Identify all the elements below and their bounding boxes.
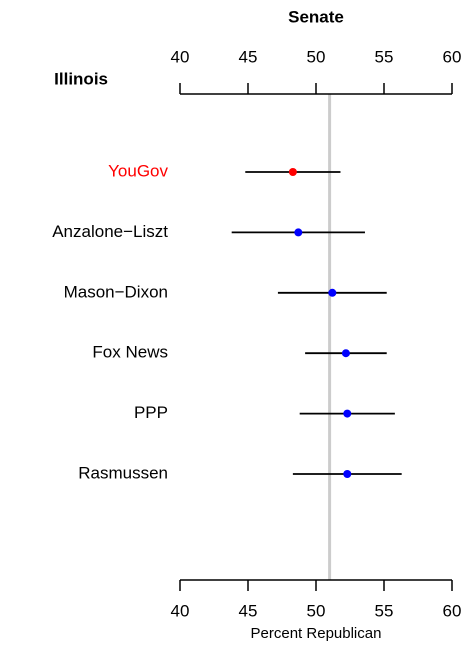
x-tick-label: 45 <box>239 601 258 620</box>
x-tick-label: 55 <box>375 601 394 620</box>
chart-title: Senate <box>288 7 344 26</box>
category-label: Mason−Dixon <box>64 282 168 301</box>
x-tick-label: 50 <box>307 601 326 620</box>
category-label: Anzalone−Liszt <box>52 222 168 241</box>
point <box>294 228 303 237</box>
point <box>288 168 297 176</box>
x-tick-label: 50 <box>307 47 326 66</box>
category-label: Rasmussen <box>78 463 168 482</box>
category-label: YouGov <box>108 161 168 180</box>
x-tick-label: 40 <box>171 47 190 66</box>
x-tick-label: 55 <box>375 47 394 66</box>
x-tick-label: 60 <box>443 47 462 66</box>
x-tick-label: 60 <box>443 601 462 620</box>
chart-subtitle: Illinois <box>54 69 108 88</box>
point <box>343 409 352 418</box>
point <box>328 288 337 297</box>
x-tick-label: 45 <box>239 47 258 66</box>
category-label: Fox News <box>92 343 168 362</box>
category-label: PPP <box>134 403 168 422</box>
x-axis-label: Percent Republican <box>251 625 382 642</box>
point <box>343 470 352 478</box>
point <box>341 349 350 358</box>
x-tick-label: 40 <box>171 601 190 620</box>
